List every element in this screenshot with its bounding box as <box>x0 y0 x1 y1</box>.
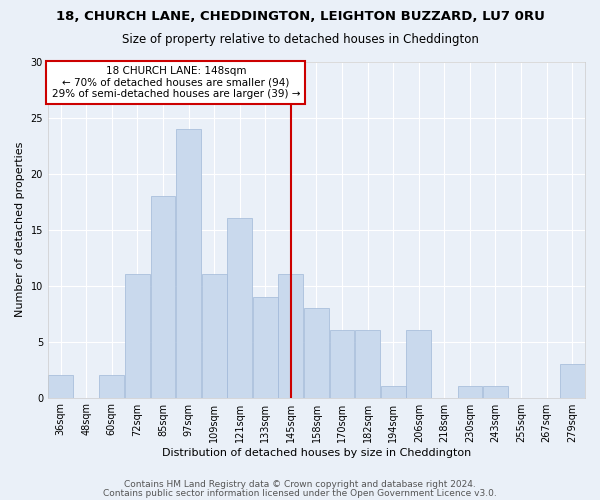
Bar <box>406 330 431 398</box>
Bar <box>253 297 278 398</box>
Text: 18 CHURCH LANE: 148sqm
← 70% of detached houses are smaller (94)
29% of semi-det: 18 CHURCH LANE: 148sqm ← 70% of detached… <box>52 66 300 99</box>
Bar <box>560 364 584 398</box>
Bar <box>125 274 150 398</box>
Text: Contains public sector information licensed under the Open Government Licence v3: Contains public sector information licen… <box>103 488 497 498</box>
Bar <box>381 386 406 398</box>
Bar <box>278 274 303 398</box>
Bar <box>202 274 227 398</box>
Text: 18, CHURCH LANE, CHEDDINGTON, LEIGHTON BUZZARD, LU7 0RU: 18, CHURCH LANE, CHEDDINGTON, LEIGHTON B… <box>56 10 544 23</box>
Bar <box>49 375 73 398</box>
Bar <box>100 375 124 398</box>
Bar <box>227 218 252 398</box>
Text: Size of property relative to detached houses in Cheddington: Size of property relative to detached ho… <box>122 32 478 46</box>
Bar <box>483 386 508 398</box>
Bar <box>176 128 201 398</box>
Bar <box>151 196 175 398</box>
Bar <box>355 330 380 398</box>
Bar <box>304 308 329 398</box>
Y-axis label: Number of detached properties: Number of detached properties <box>15 142 25 317</box>
Bar <box>329 330 355 398</box>
Text: Contains HM Land Registry data © Crown copyright and database right 2024.: Contains HM Land Registry data © Crown c… <box>124 480 476 489</box>
Bar <box>458 386 482 398</box>
X-axis label: Distribution of detached houses by size in Cheddington: Distribution of detached houses by size … <box>162 448 471 458</box>
